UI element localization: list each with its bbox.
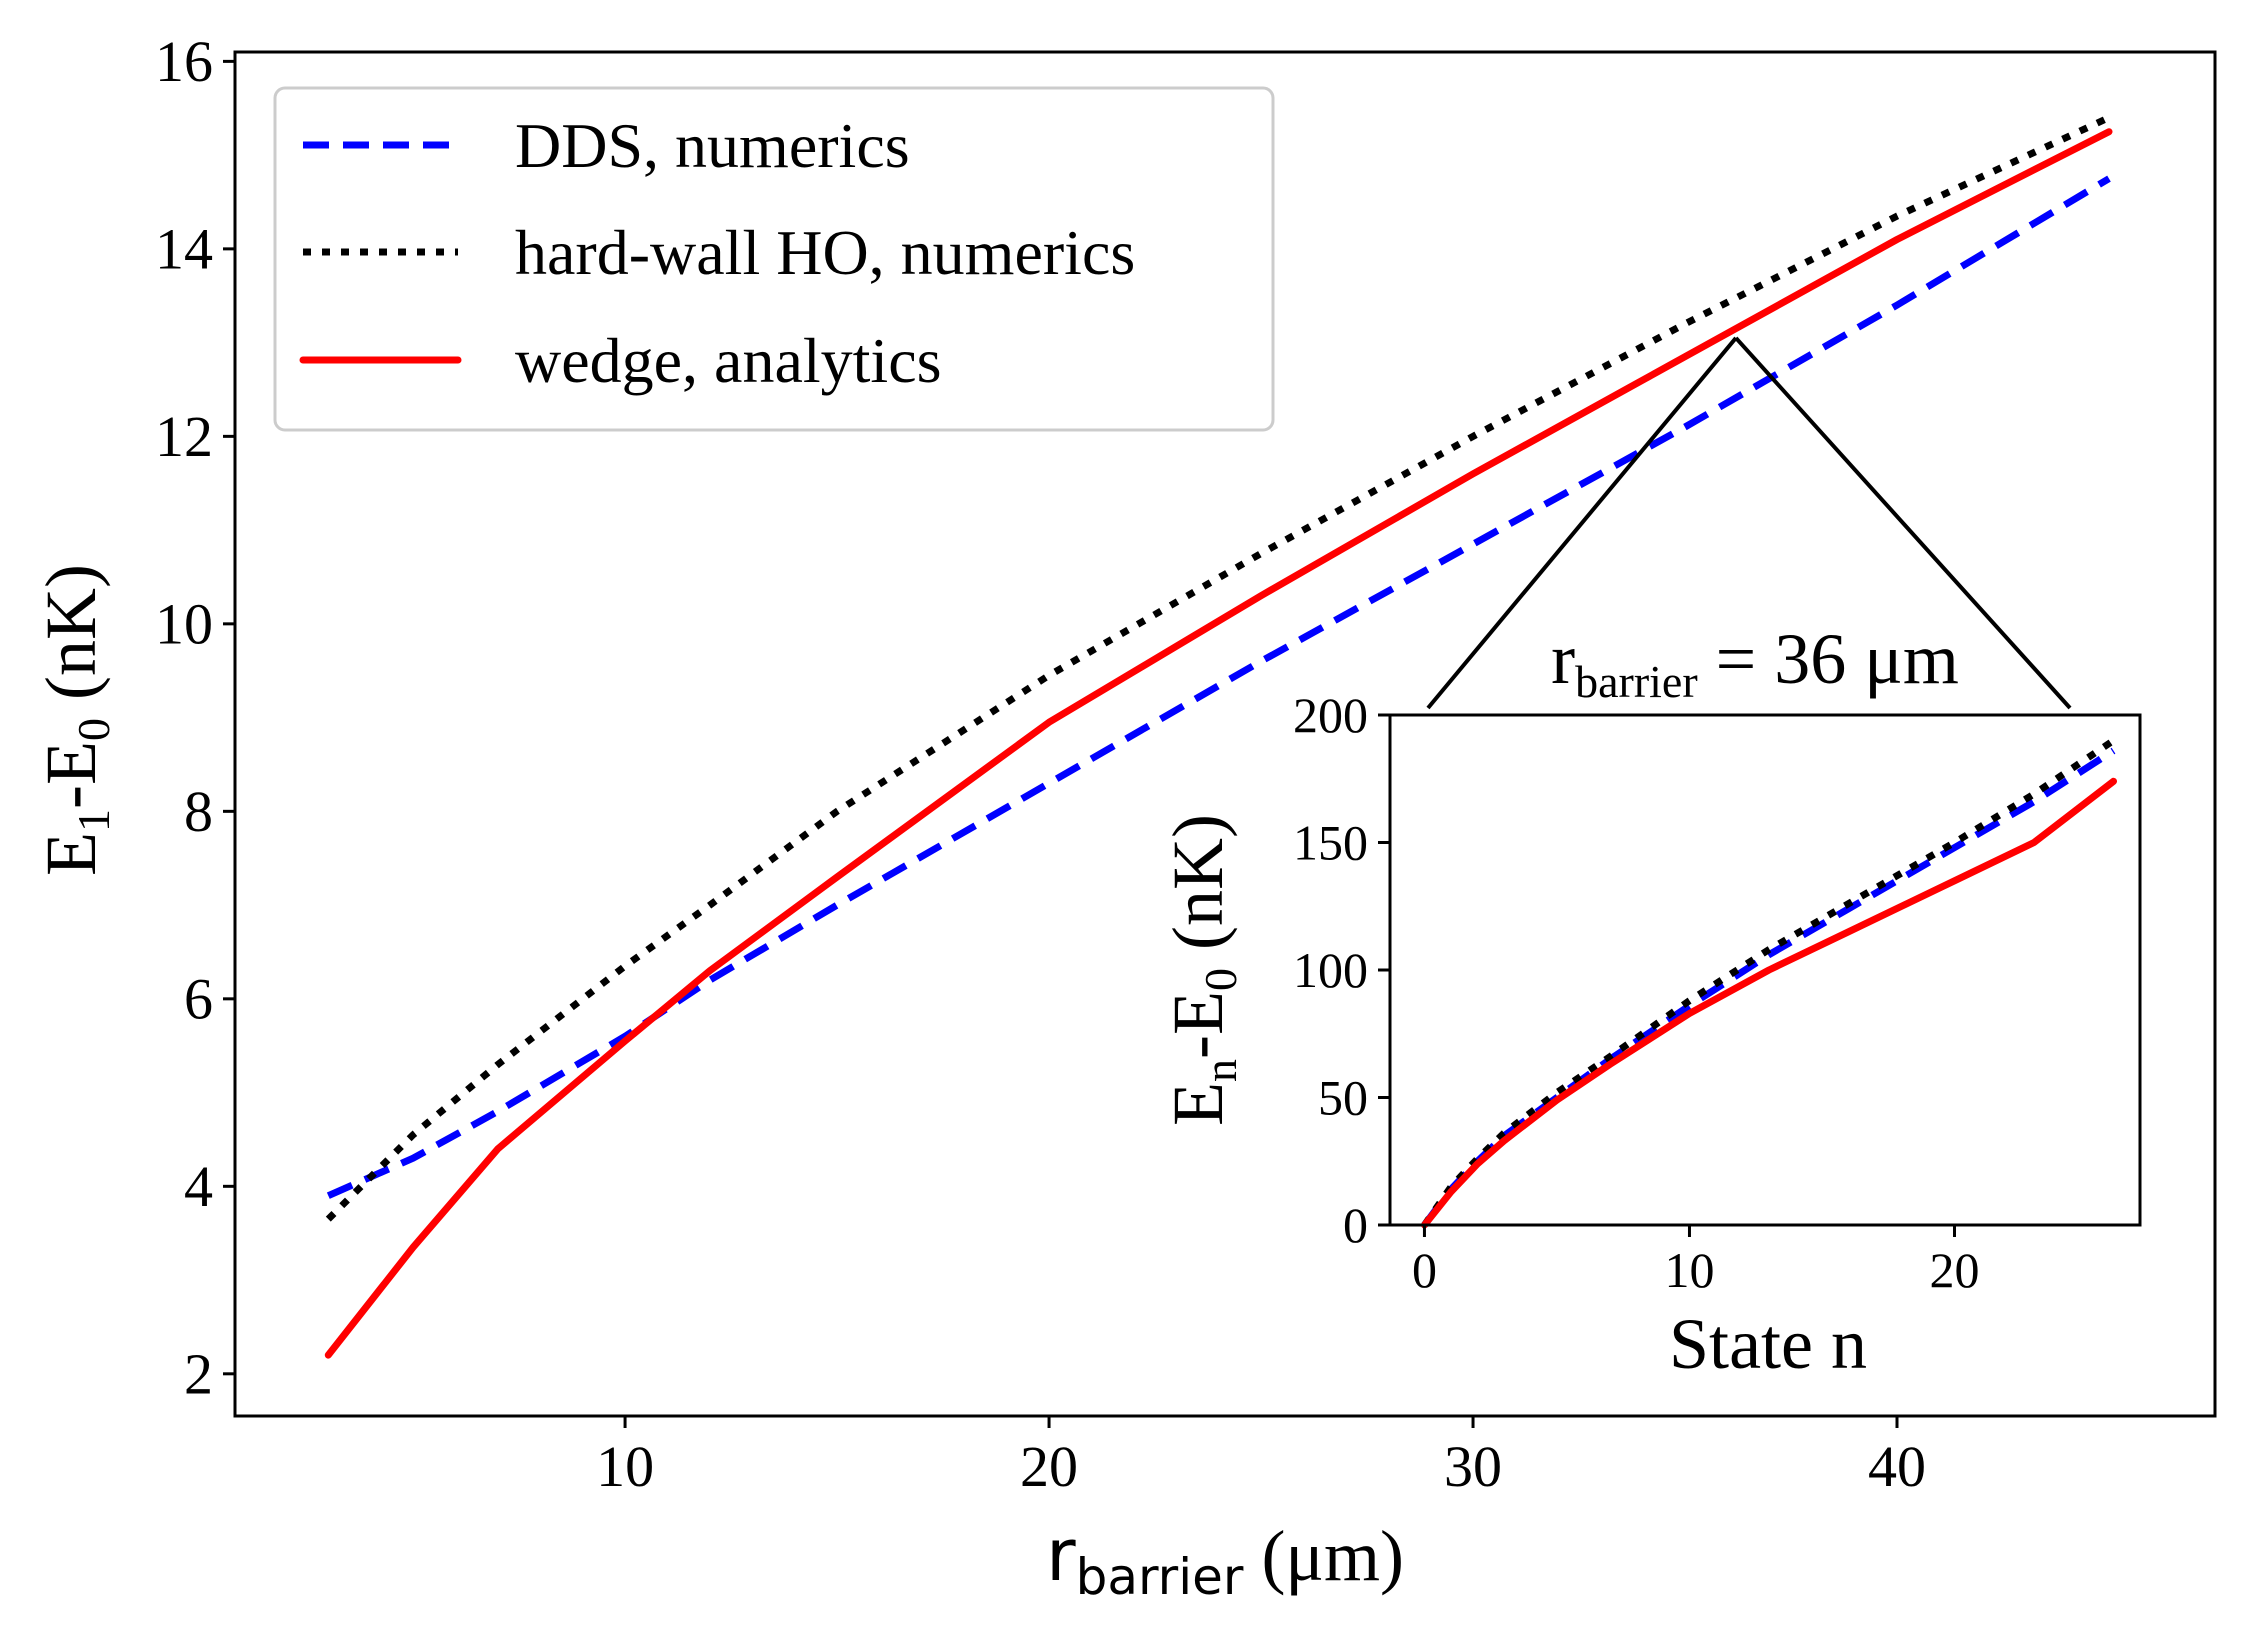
main-plot-frame xyxy=(233,50,2217,1418)
inset-series-group xyxy=(1421,737,2117,1229)
inset-y-tick-label-100: 100 xyxy=(1293,942,1368,998)
main-x-tick-label-10: 10 xyxy=(596,1434,654,1499)
main-series-group xyxy=(324,114,2113,1359)
inset-series-dds-numerics xyxy=(1421,747,2116,1228)
main-y-tick-label-16: 16 xyxy=(155,29,213,94)
inset-callout xyxy=(1426,336,2072,710)
callout-line-left xyxy=(1426,336,1738,710)
legend-box xyxy=(273,86,1275,432)
inset-x-axis-label: State n xyxy=(1669,1304,1867,1384)
legend: DDS, numerics hard-wall HO, numerics wed… xyxy=(273,86,1275,432)
inset-x-tick-label-0: 0 xyxy=(1412,1242,1437,1298)
main-x-axis-label: rbarrier (μm) xyxy=(1046,1513,1404,1606)
main-y-tick-label-2: 2 xyxy=(184,1342,213,1407)
main-x-ticks: 10 20 30 40 xyxy=(596,1416,1926,1499)
main-y-tick-label-12: 12 xyxy=(155,404,213,469)
main-y-tick-label-4: 4 xyxy=(184,1154,213,1219)
main-y-tick-label-10: 10 xyxy=(155,592,213,657)
main-series-hard-wall-ho-numerics xyxy=(325,114,2111,1222)
main-y-axis-label: E1-E0 (nK) xyxy=(31,564,119,876)
main-y-ticks: 2 4 6 8 10 12 14 16 xyxy=(155,29,235,1407)
legend-label-wedge: wedge, analytics xyxy=(515,325,942,396)
inset-series-wedge-analytics xyxy=(1421,777,2117,1229)
main-series-wedge-analytics xyxy=(324,128,2113,1359)
legend-label-hard-wall-ho: hard-wall HO, numerics xyxy=(515,217,1135,288)
main-series-dds-numerics xyxy=(326,175,2111,1199)
main-x-tick-label-20: 20 xyxy=(1020,1434,1078,1499)
inset-y-ticks: 0 50 100 150 200 xyxy=(1293,687,1390,1253)
inset-y-tick-label-150: 150 xyxy=(1293,815,1368,871)
inset-y-axis-label: En-E0 (nK) xyxy=(1158,814,1246,1126)
inset-x-ticks: 0 10 20 xyxy=(1412,1225,1979,1298)
main-y-tick-label-6: 6 xyxy=(184,967,213,1032)
inset-title: rbarrier = 36 μm xyxy=(1551,619,1959,707)
inset-x-tick-label-10: 10 xyxy=(1664,1242,1714,1298)
callout-line-right xyxy=(1734,336,2072,710)
inset-x-tick-label-20: 20 xyxy=(1929,1242,1979,1298)
main-x-tick-label-30: 30 xyxy=(1444,1434,1502,1499)
main-y-tick-label-8: 8 xyxy=(184,779,213,844)
inset-y-tick-label-50: 50 xyxy=(1318,1070,1368,1126)
main-y-tick-label-14: 14 xyxy=(155,217,213,282)
legend-label-dds: DDS, numerics xyxy=(515,110,910,181)
inset-y-tick-label-0: 0 xyxy=(1343,1197,1368,1253)
main-x-tick-label-40: 40 xyxy=(1868,1434,1926,1499)
inset-y-tick-label-200: 200 xyxy=(1293,687,1368,743)
